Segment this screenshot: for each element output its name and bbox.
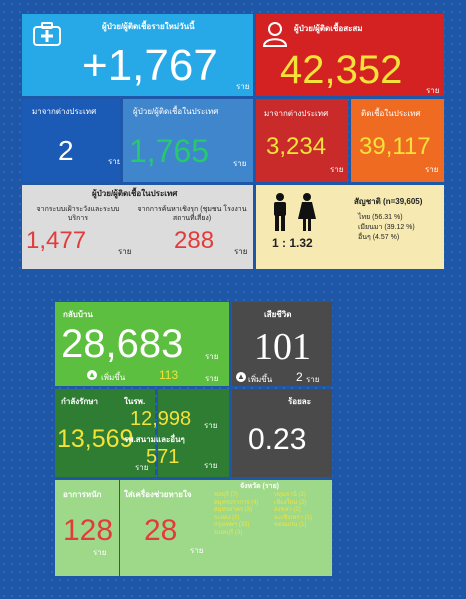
ventilator-label: ใส่เครื่องช่วยหายใจ bbox=[124, 490, 192, 499]
hospitalized-card: กำลังรักษา 13,569 ราย bbox=[55, 389, 155, 477]
nationality-item-other: อื่นๆ (4.57 %) bbox=[358, 234, 400, 241]
ventilator-value: 28 bbox=[144, 514, 178, 547]
hospital-split-card: ในรพ. 12,998 ราย รพ.สนามและอื่นๆ 571 ราย bbox=[124, 389, 229, 477]
regions-list: ชลบุรี (7) สมุทรปราการ (4) สมุทรสาคร (3)… bbox=[214, 492, 330, 537]
region-item: ชลบุรี (7) bbox=[214, 492, 238, 498]
region-item: เชียงใหม่ (2) bbox=[274, 499, 307, 506]
domestic-breakdown-title: ผู้ป่วย/ผู้ติดเชื้อในประเทศ bbox=[92, 189, 178, 198]
domestic-value: 1,765 bbox=[129, 133, 210, 169]
field-hospital-unit: ราย bbox=[204, 461, 218, 470]
from-abroad-card: มาจากต่างประเทศ 2 ราย bbox=[22, 99, 120, 182]
total-abroad-label: มาจากต่างประเทศ bbox=[264, 109, 329, 118]
total-cases-value: 42,352 bbox=[280, 48, 403, 92]
region-item: ปทุมธานี (2) bbox=[274, 492, 306, 498]
domestic-unit: ราย bbox=[233, 159, 247, 168]
from-abroad-label: มาจากต่างประเทศ bbox=[32, 107, 97, 116]
regions-title: จังหวัด (ราย) bbox=[240, 483, 280, 490]
total-cases-card: ผู้ป่วย/ผู้ติดเชื้อสะสม 42,352 ราย bbox=[256, 14, 444, 96]
region-item: สงขลา (2) bbox=[274, 507, 301, 513]
recovered-value: 28,683 bbox=[61, 322, 184, 366]
region-item: สมุทรสาคร (3) bbox=[214, 507, 253, 513]
community-unit: ราย bbox=[234, 247, 248, 256]
from-abroad-unit: ราย bbox=[108, 157, 120, 166]
in-hospital-label: ในรพ. bbox=[124, 397, 146, 406]
gender-ratio: 1 : 1.32 bbox=[272, 236, 313, 250]
deaths-increase-value: 2 bbox=[296, 370, 303, 384]
new-cases-unit: ราย bbox=[236, 82, 250, 91]
percent-card: ร้อยละ 0.23 bbox=[232, 389, 332, 477]
percent-label: ร้อยละ bbox=[288, 397, 311, 406]
recovered-increase-label: เพิ่มขึ้น bbox=[101, 373, 126, 382]
field-hospital-value: 571 bbox=[146, 446, 180, 468]
recovered-increase-value: 113 bbox=[159, 368, 179, 382]
hospitalized-label: กำลังรักษา bbox=[61, 397, 99, 406]
severe-value: 128 bbox=[63, 514, 114, 547]
new-cases-value: +1,767 bbox=[82, 41, 218, 90]
nationality-item-thai: ไทย (56.31 %) bbox=[358, 214, 403, 221]
in-hospital-unit: ราย bbox=[204, 421, 218, 430]
arrow-up-icon: ▲ bbox=[87, 370, 97, 380]
first-aid-kit-icon bbox=[33, 22, 61, 46]
region-item: นนทบุรี (3) bbox=[214, 529, 243, 536]
deaths-label: เสียชีวิต bbox=[264, 310, 292, 319]
region-item: ระยอง (2) bbox=[214, 514, 240, 521]
total-abroad-unit: ราย bbox=[330, 165, 344, 174]
severe-card: อาการหนัก 128 ราย bbox=[55, 480, 119, 576]
percent-value: 0.23 bbox=[248, 423, 307, 456]
hospitalized-unit: ราย bbox=[135, 463, 149, 472]
ventilator-card: ใส่เครื่องช่วยหายใจ 28 ราย bbox=[120, 480, 210, 576]
deaths-card: เสียชีวิต 101 ▲ เพิ่มขึ้น 2 ราย bbox=[232, 302, 332, 386]
deaths-increase-label: เพิ่มขึ้น bbox=[248, 375, 273, 384]
region-item: กรุงเทพฯ (33) bbox=[214, 522, 250, 528]
female-icon bbox=[298, 193, 316, 231]
male-icon bbox=[274, 193, 286, 231]
severe-label: อาการหนัก bbox=[63, 490, 102, 499]
community-label: จากการค้นหาเชิงรุก (ชุมชน โรงงาน สถานที่… bbox=[137, 206, 247, 222]
total-domestic-label: ติดเชื้อในประเทศ bbox=[361, 109, 421, 118]
in-hospital-value: 12,998 bbox=[130, 408, 192, 430]
service-value: 1,477 bbox=[26, 227, 87, 254]
total-cases-unit: ราย bbox=[426, 86, 440, 95]
person-icon bbox=[262, 22, 288, 47]
hospitalized-value: 13,569 bbox=[57, 425, 134, 453]
ventilator-unit: ราย bbox=[190, 546, 204, 555]
from-abroad-value: 2 bbox=[58, 135, 74, 166]
gender-card: 1 : 1.32 สัญชาติ (n=39,605) ไทย (56.31 %… bbox=[256, 185, 444, 269]
domestic-label: ผู้ป่วย/ผู้ติดเชื้อในประเทศ bbox=[133, 107, 219, 116]
recovered-increase-unit: ราย bbox=[205, 374, 219, 383]
total-abroad-value: 3,234 bbox=[266, 133, 327, 160]
nationality-title: สัญชาติ (n=39,605) bbox=[354, 197, 423, 206]
recovered-unit: ราย bbox=[205, 352, 219, 361]
severe-unit: ราย bbox=[93, 548, 107, 557]
recovered-card: กลับบ้าน 28,683 ราย ▲ เพิ่มขึ้น 113 ราย bbox=[55, 302, 229, 386]
total-domestic-card: ติดเชื้อในประเทศ 39,117 ราย bbox=[351, 99, 444, 182]
community-value: 288 bbox=[174, 227, 215, 254]
domestic-card: ผู้ป่วย/ผู้ติดเชื้อในประเทศ 1,765 ราย bbox=[123, 99, 253, 182]
service-label: จากระบบเฝ้าระวังและระบบบริการ bbox=[36, 206, 120, 222]
total-domestic-value: 39,117 bbox=[359, 133, 431, 160]
field-hospital-label: รพ.สนามและอื่นๆ bbox=[124, 435, 185, 444]
arrow-up-icon: ▲ bbox=[236, 372, 246, 382]
regions-card: จังหวัด (ราย) ชลบุรี (7) สมุทรปราการ (4)… bbox=[210, 480, 332, 576]
total-domestic-unit: ราย bbox=[425, 165, 439, 174]
new-cases-label: ผู้ป่วย/ผู้ติดเชื้อรายใหม่วันนี้ bbox=[102, 22, 195, 31]
recovered-label: กลับบ้าน bbox=[63, 310, 93, 319]
region-item: ขอนแก่น (1) bbox=[274, 522, 307, 528]
nationality-item-myanmar: เมียนมา (39.12 %) bbox=[358, 224, 415, 231]
deaths-value: 101 bbox=[254, 326, 311, 368]
total-cases-label: ผู้ป่วย/ผู้ติดเชื้อสะสม bbox=[294, 24, 363, 33]
domestic-breakdown-card: ผู้ป่วย/ผู้ติดเชื้อในประเทศ จากระบบเฝ้าร… bbox=[22, 185, 253, 269]
deaths-increase-unit: ราย bbox=[306, 375, 320, 384]
service-unit: ราย bbox=[118, 247, 132, 256]
new-cases-card: ผู้ป่วย/ผู้ติดเชื้อรายใหม่วันนี้ +1,767 … bbox=[22, 14, 253, 96]
region-item: ฉะเชิงเทรา (1) bbox=[274, 514, 312, 521]
region-item: สมุทรปราการ (4) bbox=[214, 499, 259, 506]
total-abroad-card: มาจากต่างประเทศ 3,234 ราย bbox=[256, 99, 348, 182]
